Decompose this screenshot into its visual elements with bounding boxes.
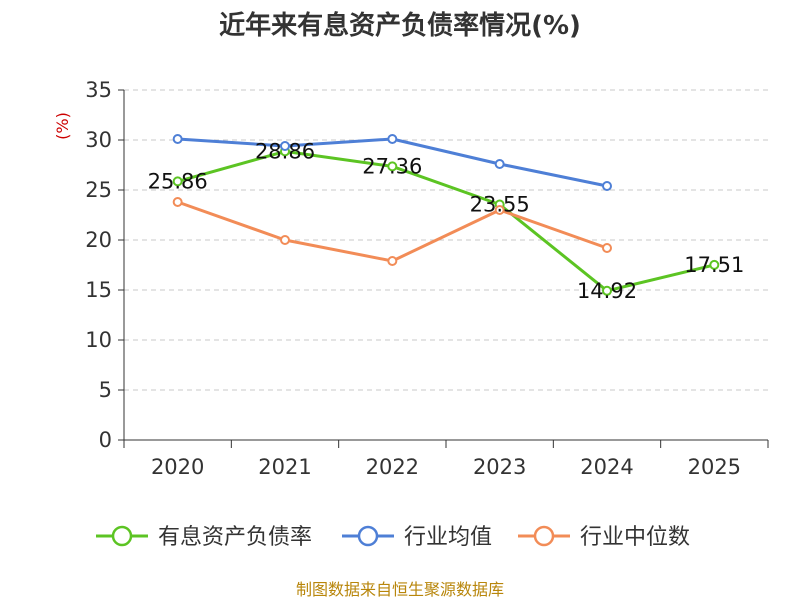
series-line-3 (176, 200, 609, 263)
series-point-1 (387, 161, 398, 172)
legend-label-3: 行业中位数 (580, 525, 690, 550)
x-tick-label: 2022 (366, 455, 419, 479)
data-label: 14.92 (577, 279, 637, 303)
series-point-3 (602, 243, 612, 253)
series-point-3 (494, 205, 505, 215)
legend-marker-1 (111, 525, 133, 547)
y-tick-label: 10 (85, 328, 112, 352)
legend-marker-2 (357, 525, 379, 547)
grid-layer (124, 89, 768, 391)
data-label: 27.36 (362, 154, 422, 178)
series-point-3 (280, 235, 290, 245)
series-point-2 (387, 134, 398, 144)
series-point-2 (172, 134, 183, 144)
data-label: 23.55 (470, 193, 530, 217)
data-label-layer: 25.86 28.86 27.36 23.55 14.92 17.51 (148, 139, 745, 302)
data-label: 17.51 (684, 253, 744, 277)
series-point-1 (172, 176, 183, 187)
legend: 有息资产负债率 行业均值 行业中位数 (96, 525, 690, 550)
series-point-2 (602, 181, 612, 191)
series-point-1 (602, 285, 612, 296)
series-line-1 (176, 149, 716, 293)
x-tick-label: 2020 (151, 455, 204, 479)
series-layer (172, 134, 720, 296)
y-tick-label: 35 (85, 78, 112, 102)
y-tick-label: 20 (85, 228, 112, 252)
y-tick-label: 15 (85, 278, 112, 302)
chart-title: 近年来有息资产负债率情况(%) (219, 10, 581, 41)
legend-label-2: 行业均值 (404, 525, 492, 550)
series-point-3 (387, 256, 398, 266)
x-tick-label: 2024 (580, 455, 633, 479)
y-tick-label: 25 (85, 178, 112, 202)
legend-label-1: 有息资产负债率 (158, 525, 312, 550)
data-label: 25.86 (148, 169, 208, 193)
x-tick-label: 2025 (688, 455, 741, 479)
y-tick-label: 30 (85, 128, 112, 152)
y-axis-unit-label: (%) (53, 112, 72, 140)
x-tick-label: 2021 (258, 455, 311, 479)
y-tick-label: 5 (99, 378, 112, 402)
legend-marker-3 (533, 525, 555, 547)
series-point-2 (494, 159, 505, 169)
series-point-1 (709, 259, 720, 270)
source-note: 制图数据来自恒生聚源数据库 (296, 580, 504, 599)
y-tick-label: 0 (99, 428, 112, 452)
x-tick-label: 2023 (473, 455, 526, 479)
series-point-3 (172, 197, 183, 207)
data-label: 28.86 (255, 139, 315, 163)
series-point-2 (280, 141, 290, 151)
